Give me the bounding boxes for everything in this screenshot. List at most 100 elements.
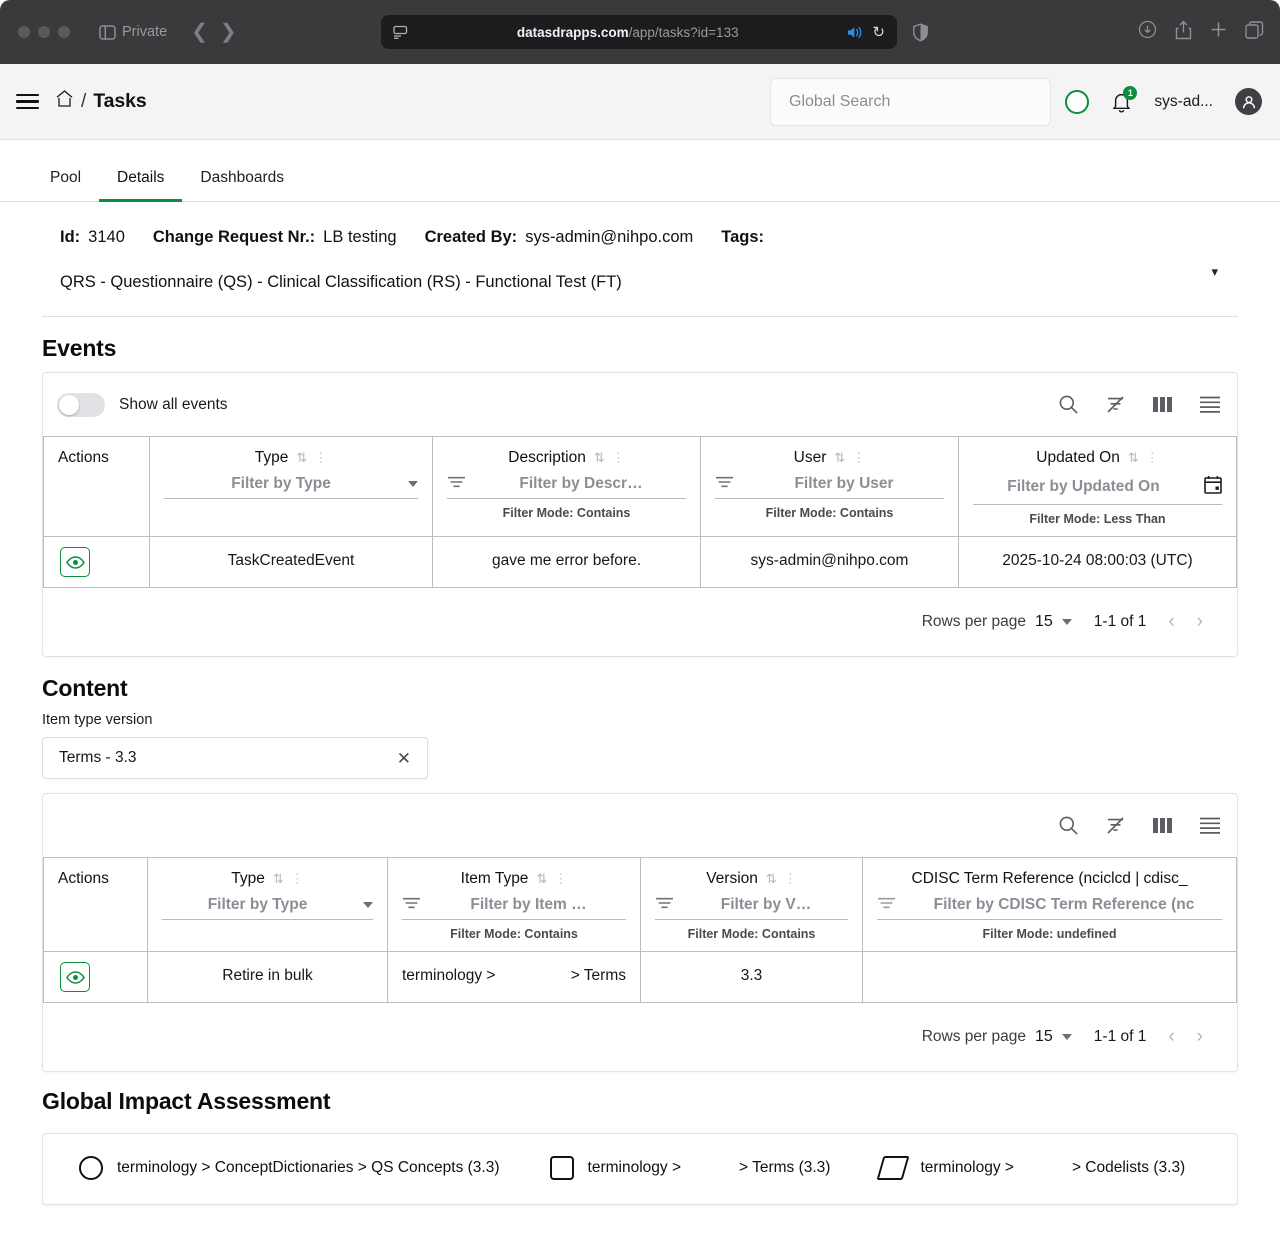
filter-mode-icon[interactable] xyxy=(655,896,674,914)
events-cell-actions xyxy=(43,536,150,588)
chevron-down-icon[interactable] xyxy=(363,902,373,908)
eye-icon[interactable] xyxy=(60,547,90,577)
show-all-events-toggle-wrap[interactable]: Show all events xyxy=(57,392,228,417)
sort-icon[interactable]: ⇅ xyxy=(834,450,845,465)
tags-label: Tags: xyxy=(721,228,765,246)
chevron-left-icon[interactable]: ‹ xyxy=(1168,611,1175,632)
close-icon[interactable]: ✕ xyxy=(396,748,411,768)
clear-filters-icon[interactable] xyxy=(1105,815,1126,836)
column-menu-icon[interactable]: ⋮ xyxy=(1145,450,1159,466)
clear-filters-icon[interactable] xyxy=(1105,394,1126,415)
filter-mode-icon[interactable] xyxy=(447,475,466,493)
content-rows-per-page[interactable]: Rows per page 15 xyxy=(922,1028,1072,1046)
window-traffic-lights[interactable] xyxy=(18,26,70,38)
tab-overview-icon[interactable] xyxy=(1245,20,1264,44)
plus-icon[interactable] xyxy=(1210,21,1227,43)
events-filter-description-input[interactable]: Filter by Descr… xyxy=(519,475,643,492)
chevron-left-icon[interactable]: ‹ xyxy=(1168,1026,1175,1047)
menu-icon[interactable] xyxy=(1199,396,1221,413)
reader-view-icon[interactable] xyxy=(393,25,408,40)
reload-icon[interactable]: ↻ xyxy=(872,24,885,41)
sidebar-icon[interactable] xyxy=(92,17,122,47)
global-impact-item-codelists[interactable]: terminology > > Codelists (3.3) xyxy=(877,1156,1185,1180)
eye-icon[interactable] xyxy=(60,962,90,992)
share-icon[interactable] xyxy=(1175,20,1192,45)
status-indicator-icon[interactable] xyxy=(1065,89,1090,114)
column-menu-icon[interactable]: ⋮ xyxy=(290,871,304,887)
column-menu-icon[interactable]: ⋮ xyxy=(314,450,328,466)
column-menu-icon[interactable]: ⋮ xyxy=(852,450,866,466)
url-path: /app/tasks?id=133 xyxy=(628,24,739,40)
forward-arrow-icon[interactable]: ❯ xyxy=(219,21,237,43)
chevron-right-icon[interactable]: › xyxy=(1196,611,1203,632)
download-icon[interactable] xyxy=(1138,20,1157,44)
browser-right-toolbar[interactable] xyxy=(1138,20,1264,45)
table-row[interactable]: TaskCreatedEvent gave me error before. s… xyxy=(43,536,1237,588)
content-filter-item-type-input[interactable]: Filter by Item … xyxy=(470,896,587,913)
calendar-icon[interactable] xyxy=(1204,475,1222,499)
tab-pool[interactable]: Pool xyxy=(50,169,82,186)
events-section-title: Events xyxy=(42,335,117,361)
filter-mode-icon[interactable] xyxy=(715,475,734,493)
sort-icon[interactable]: ⇅ xyxy=(272,871,284,886)
maximize-window-button[interactable] xyxy=(58,26,70,38)
column-menu-icon[interactable]: ⋮ xyxy=(611,450,625,466)
sort-icon[interactable]: ⇅ xyxy=(1127,450,1139,465)
browser-nav-arrows[interactable]: ❮ ❯ xyxy=(191,22,237,42)
content-pager: Rows per page 15 1-1 of 1 ‹ › xyxy=(43,1003,1237,1071)
global-impact-item-terms[interactable]: terminology > > Terms (3.3) xyxy=(549,1156,830,1180)
chevron-down-icon[interactable]: ▾ xyxy=(1211,264,1218,279)
events-col-updated-on: Updated On ⇅ ⋮ Filter by Updated On xyxy=(958,436,1237,537)
events-toolbar-icons[interactable] xyxy=(1058,394,1221,415)
events-col-type: Type ⇅ ⋮ Filter by Type xyxy=(149,436,433,537)
events-filter-type-input[interactable]: Filter by Type xyxy=(231,475,331,492)
events-filter-updated-on-input[interactable]: Filter by Updated On xyxy=(1007,478,1160,495)
column-menu-icon[interactable]: ⋮ xyxy=(783,871,797,887)
content-cell-version: 3.3 xyxy=(640,951,863,1003)
content-filter-type-input[interactable]: Filter by Type xyxy=(207,896,308,913)
minimize-window-button[interactable] xyxy=(38,26,50,38)
menu-icon[interactable] xyxy=(1199,817,1221,834)
sort-icon[interactable]: ⇅ xyxy=(593,450,605,465)
notifications-button[interactable]: 1 xyxy=(1111,85,1138,113)
events-col-actions: Actions xyxy=(43,436,150,537)
tab-details[interactable]: Details xyxy=(99,169,183,202)
global-impact-item-qs-concepts[interactable]: terminology > ConceptDictionaries > QS C… xyxy=(79,1156,500,1180)
content-rows-per-page-value: 15 xyxy=(1034,1028,1053,1045)
sort-icon[interactable]: ⇅ xyxy=(765,871,777,886)
column-menu-icon[interactable]: ⋮ xyxy=(554,871,568,887)
chevron-right-icon[interactable]: › xyxy=(1196,1026,1203,1047)
events-filter-user-input[interactable]: Filter by User xyxy=(794,475,894,492)
sort-icon[interactable]: ⇅ xyxy=(296,450,307,465)
filter-mode-icon[interactable] xyxy=(877,896,896,914)
search-icon[interactable] xyxy=(1058,815,1079,836)
avatar[interactable] xyxy=(1235,88,1262,115)
chevron-down-icon[interactable] xyxy=(1061,1034,1072,1040)
content-col-cdisc-label: CDISC Term Reference (nciclcd | cdisc_ xyxy=(911,870,1188,887)
back-arrow-icon[interactable]: ❮ xyxy=(191,21,208,43)
events-rows-per-page[interactable]: Rows per page 15 xyxy=(922,613,1072,631)
tab-dashboards[interactable]: Dashboards xyxy=(200,169,284,186)
filter-mode-icon[interactable] xyxy=(402,896,421,914)
item-type-version-select[interactable]: Terms - 3.3 ✕ xyxy=(42,737,428,779)
columns-icon[interactable] xyxy=(1152,817,1173,834)
sort-icon[interactable]: ⇅ xyxy=(536,871,547,886)
chevron-down-icon[interactable] xyxy=(1061,619,1072,625)
show-all-events-toggle[interactable] xyxy=(57,392,105,417)
content-filter-version-input[interactable]: Filter by V… xyxy=(720,896,812,913)
columns-icon[interactable] xyxy=(1152,396,1173,413)
main-menu-button[interactable] xyxy=(16,93,39,110)
content-filter-cdisc-input[interactable]: Filter by CDISC Term Reference (nc xyxy=(933,896,1195,913)
content-toolbar-icons[interactable] xyxy=(1058,815,1221,836)
speaker-icon[interactable] xyxy=(847,25,864,40)
chevron-down-icon[interactable] xyxy=(408,481,418,487)
home-icon[interactable] xyxy=(55,89,74,114)
table-row[interactable]: Retire in bulk terminology > > Terms 3.3 xyxy=(43,951,1237,1003)
search-icon[interactable] xyxy=(1058,394,1079,415)
privacy-shield-icon[interactable] xyxy=(912,22,929,42)
address-bar[interactable]: datasdrapps.com/app/tasks?id=133 ↻ xyxy=(381,15,897,49)
close-window-button[interactable] xyxy=(18,26,30,38)
global-search-input[interactable]: Global Search xyxy=(770,77,1051,126)
user-name-label[interactable]: sys-ad... xyxy=(1154,92,1213,110)
url-host: datasdrapps.com xyxy=(516,24,629,40)
